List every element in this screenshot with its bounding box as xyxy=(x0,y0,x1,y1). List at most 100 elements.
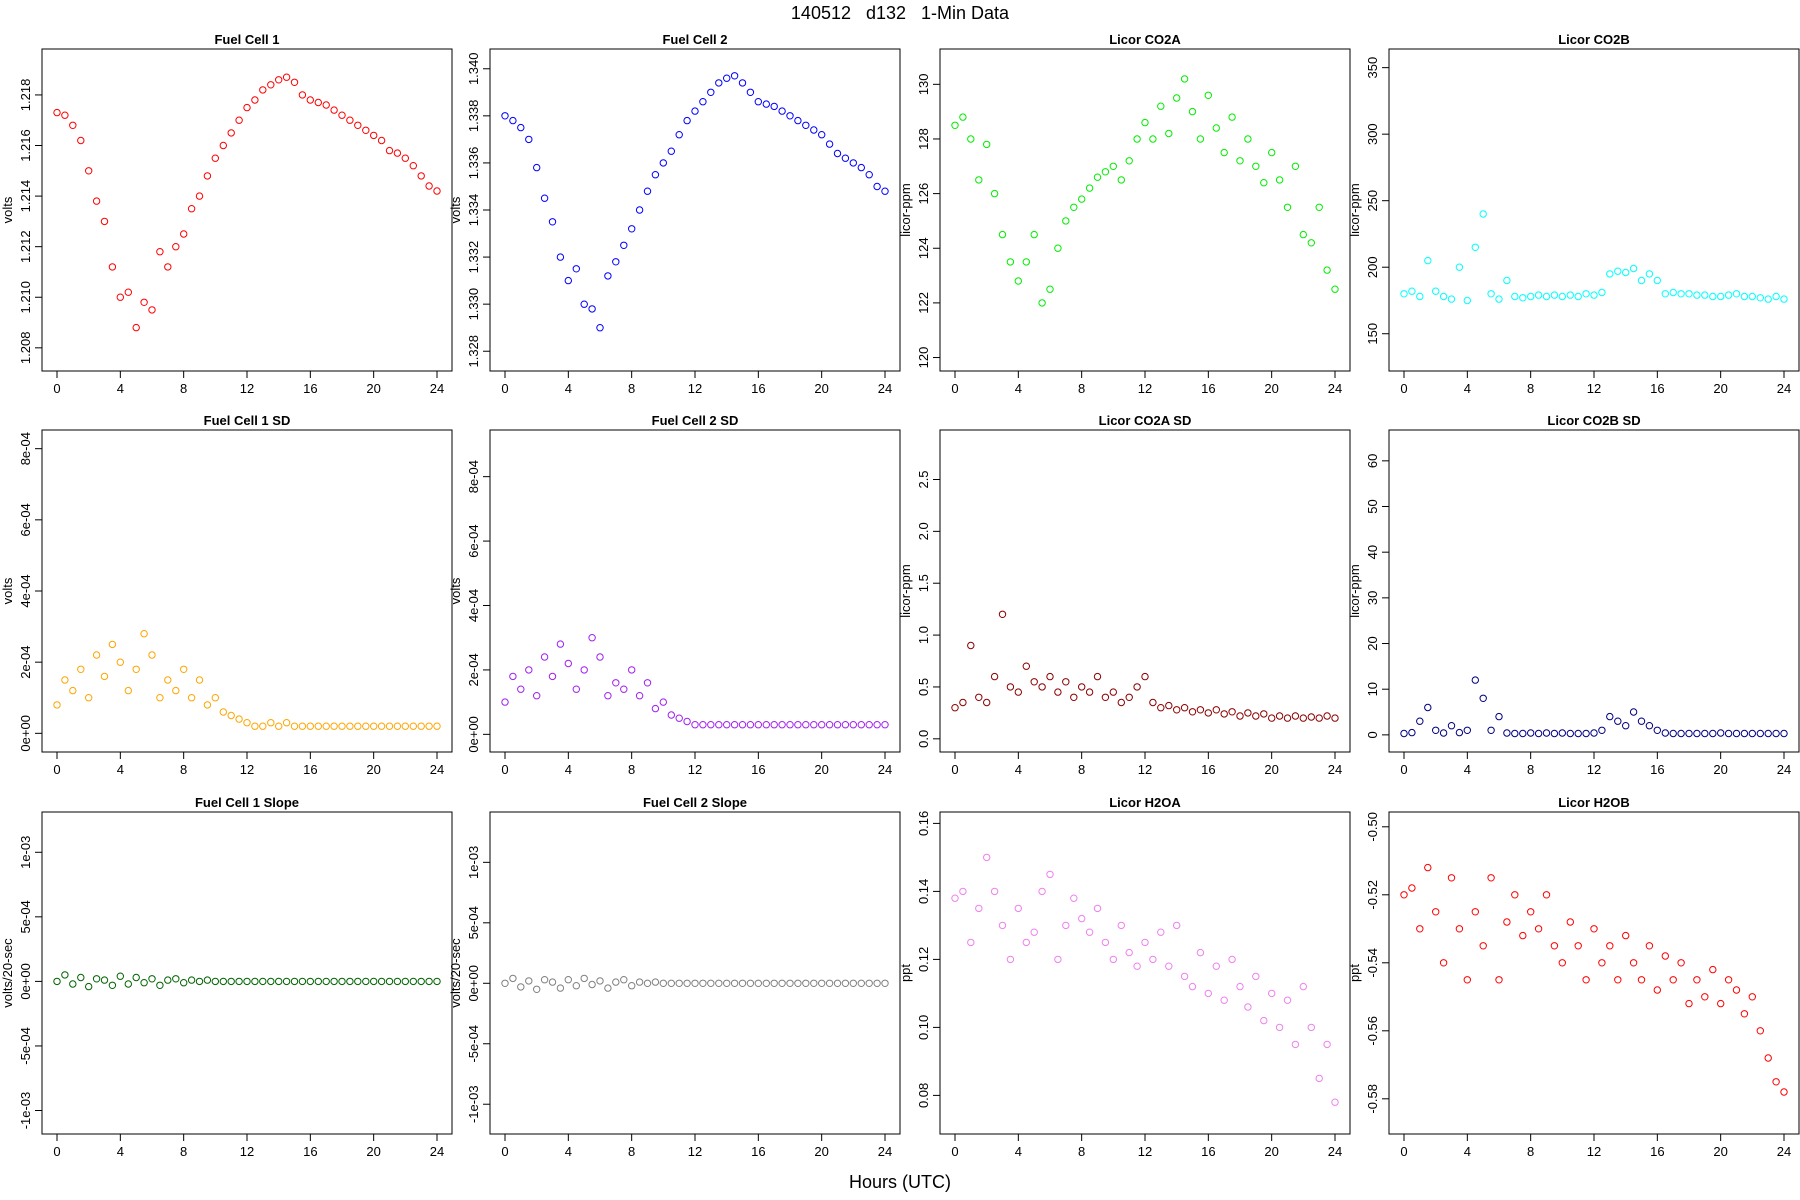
data-point xyxy=(675,131,683,139)
data-point xyxy=(1534,291,1543,299)
data-point xyxy=(1204,709,1213,717)
data-point xyxy=(1416,292,1424,301)
data-point xyxy=(1093,672,1102,681)
data-point xyxy=(588,634,596,642)
data-point xyxy=(659,159,667,167)
data-point xyxy=(1030,230,1038,239)
data-point xyxy=(1661,290,1670,298)
data-point xyxy=(1173,706,1181,714)
data-point xyxy=(85,694,93,702)
data-series xyxy=(951,75,1339,307)
x-tick-label: 16 xyxy=(1650,762,1664,777)
data-point xyxy=(172,686,180,695)
data-point xyxy=(1519,729,1527,738)
data-point xyxy=(881,187,889,195)
data-point xyxy=(1022,938,1031,947)
data-point xyxy=(401,154,409,162)
data-point xyxy=(1558,729,1567,737)
data-point xyxy=(1101,693,1110,701)
data-point xyxy=(354,977,362,986)
data-point xyxy=(517,123,525,132)
data-series xyxy=(951,610,1339,722)
data-point xyxy=(1070,203,1078,212)
chart-panel: Fuel Cell 1 SD 0 4 8 12 16 20 24 0e+00 2e-04 4e-04… xyxy=(0,413,453,777)
data-point xyxy=(243,719,251,727)
data-point xyxy=(959,887,967,896)
data-point xyxy=(1772,1078,1780,1086)
data-point xyxy=(1260,710,1268,718)
data-point xyxy=(1400,891,1408,899)
data-point xyxy=(1693,976,1701,984)
chart-panel: Licor CO2A 0 4 8 12 16 20 24 120 122 124 126 128 130 l… xyxy=(898,32,1351,396)
data-point xyxy=(1550,291,1559,299)
data-point xyxy=(675,714,683,722)
data-point xyxy=(164,676,172,684)
data-point xyxy=(1424,256,1432,265)
data-point xyxy=(203,172,212,180)
data-point xyxy=(1014,277,1022,285)
data-point xyxy=(833,721,842,729)
data-point xyxy=(275,76,283,84)
data-point xyxy=(1439,959,1448,967)
y-tick-label: 1.336 xyxy=(466,147,481,180)
data-point xyxy=(1085,688,1094,696)
data-point xyxy=(1030,928,1038,936)
data-point xyxy=(219,708,228,716)
y-tick-label: 0e+00 xyxy=(18,963,33,1000)
x-tick-label: 20 xyxy=(366,762,380,777)
y-tick-label: 6e-04 xyxy=(18,503,33,536)
data-point xyxy=(275,722,283,730)
data-point xyxy=(1323,266,1331,274)
y-tick-label: -5e-04 xyxy=(18,1027,33,1065)
data-point xyxy=(417,172,425,180)
data-point xyxy=(1542,891,1551,899)
data-point xyxy=(509,116,517,125)
x-tick-label: 8 xyxy=(180,381,187,396)
data-point xyxy=(1511,891,1519,899)
data-series xyxy=(951,853,1339,1106)
data-point xyxy=(746,88,755,97)
data-point xyxy=(1669,976,1677,984)
data-series xyxy=(501,72,889,332)
data-point xyxy=(1165,701,1173,710)
data-point xyxy=(227,711,235,720)
data-point xyxy=(857,163,865,172)
data-point xyxy=(635,692,644,700)
x-tick-label: 4 xyxy=(1464,762,1471,777)
data-point xyxy=(1455,925,1464,933)
data-series xyxy=(1400,210,1788,305)
y-tick-label: 1.208 xyxy=(18,332,33,365)
data-point xyxy=(53,977,61,986)
chart-panel: Licor H2OB 0 4 8 12 16 20 24 -0.58 -0.56 -0.54 -0.5… xyxy=(1347,795,1800,1159)
data-point xyxy=(833,149,842,158)
x-tick-label: 16 xyxy=(1201,381,1215,396)
data-point xyxy=(1141,118,1149,127)
data-point xyxy=(998,921,1007,930)
y-tick-label: -0.58 xyxy=(1365,1084,1380,1114)
data-point xyxy=(572,685,580,693)
data-point xyxy=(628,225,636,233)
y-axis-label: volts/20-sec xyxy=(0,938,15,1008)
data-point xyxy=(1006,683,1015,691)
data-point xyxy=(290,977,299,986)
data-point xyxy=(501,979,509,987)
data-point xyxy=(140,298,148,306)
data-point xyxy=(1180,75,1189,83)
data-point xyxy=(1204,989,1213,998)
data-point xyxy=(1228,708,1236,716)
y-tick-label: -0.50 xyxy=(1365,812,1380,842)
data-point xyxy=(683,717,691,726)
panel-title: Fuel Cell 2 xyxy=(662,32,727,47)
data-point xyxy=(1629,264,1638,273)
x-tick-label: 8 xyxy=(1078,381,1085,396)
panel-title: Fuel Cell 2 Slope xyxy=(643,795,747,810)
x-tick-label: 12 xyxy=(1587,1144,1601,1159)
x-tick-label: 12 xyxy=(688,762,702,777)
data-point xyxy=(61,111,69,119)
data-point xyxy=(849,721,857,729)
data-point xyxy=(393,977,402,986)
data-point xyxy=(818,131,826,139)
data-point xyxy=(409,977,417,986)
data-point xyxy=(235,715,243,723)
data-point xyxy=(1188,107,1197,116)
